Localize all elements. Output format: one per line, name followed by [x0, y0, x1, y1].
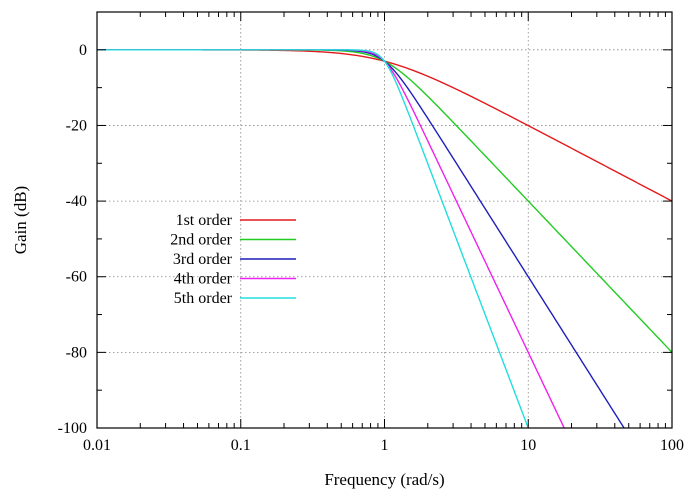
legend-label: 5th order [174, 290, 233, 307]
x-tick-label: 10 [520, 437, 536, 454]
x-tick-label: 0.01 [83, 437, 111, 454]
legend-label: 1st order [176, 212, 233, 229]
series-lines [97, 49, 673, 429]
y-tick-label: -60 [66, 269, 87, 286]
legend-label: 3rd order [173, 251, 233, 268]
legend: 1st order 2nd order 3rd order 4th order 5th … [170, 212, 296, 307]
x-tick-label: 0.1 [231, 437, 251, 454]
y-tick-label: -80 [66, 344, 87, 361]
legend-label: 2nd order [170, 232, 232, 249]
series-line-5 [97, 49, 529, 429]
y-tick-label: 0 [79, 42, 87, 59]
legend-label: 4th order [174, 271, 233, 288]
y-tick-label: -100 [58, 420, 87, 437]
x-tick-label: 100 [660, 437, 684, 454]
x-axis-title: Frequency (rad/s) [324, 470, 444, 489]
x-tick-label: 1 [381, 437, 389, 454]
axis-ticks: 0.01 0.1 1 10 100 0 -20 -40 -60 -80 -100 [58, 12, 684, 454]
y-tick-label: -40 [66, 193, 87, 210]
y-tick-label: -20 [66, 117, 87, 134]
y-axis-title: Gain (dB) [11, 186, 30, 254]
series-line-4 [97, 49, 565, 429]
